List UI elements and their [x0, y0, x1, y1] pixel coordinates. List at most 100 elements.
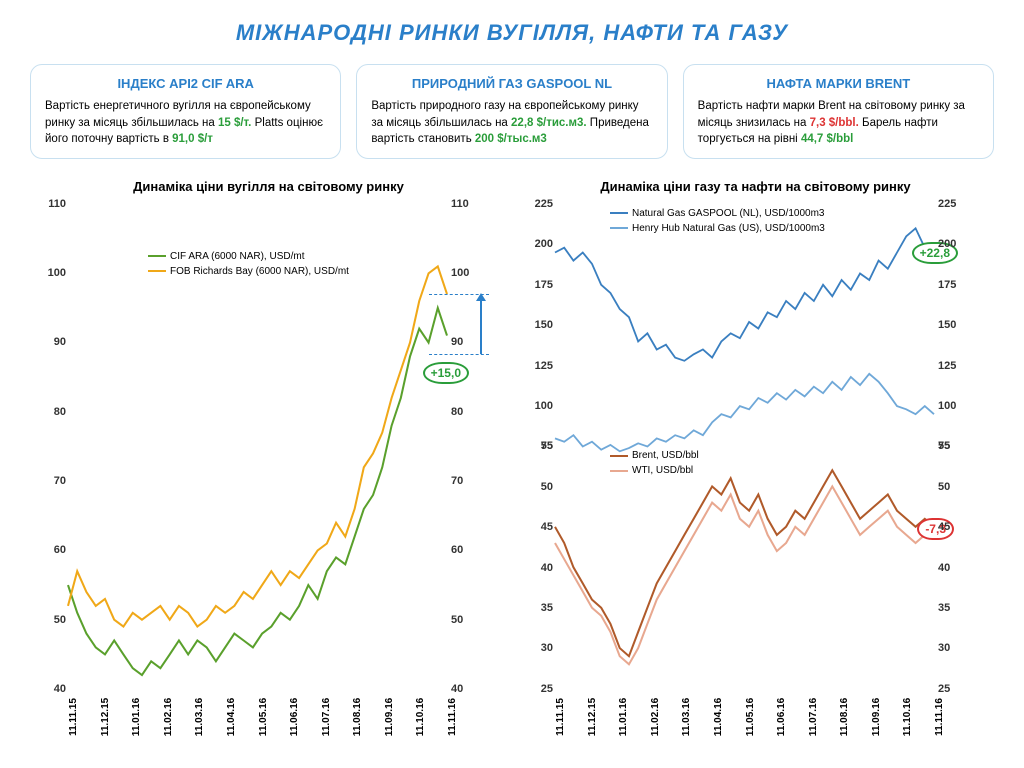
xtick: 11.09.16 [384, 698, 395, 736]
series-line [555, 471, 934, 657]
plot-panel: Natural Gas GASPOOL (NL), USD/1000m3Henr… [555, 204, 934, 447]
card-hl1: 7,3 $/bbl. [810, 117, 859, 129]
ytick: 35 [938, 602, 974, 614]
legend-label: WTI, USD/bbl [632, 463, 693, 478]
ytick: 200 [517, 238, 553, 250]
ytick: 225 [938, 198, 974, 210]
chart-svg [555, 446, 934, 689]
xtick: 11.02.16 [163, 698, 174, 736]
legend-swatch [148, 270, 166, 272]
ytick: 40 [517, 562, 553, 574]
y-axis-left: 405060708090100110 [30, 204, 66, 689]
series-line [555, 374, 934, 452]
legend-swatch [610, 227, 628, 229]
card-coal: ІНДЕКС API2 CIF ARA Вартість енергетично… [30, 64, 341, 159]
legend-item: WTI, USD/bbl [610, 463, 699, 478]
ytick: 30 [517, 642, 553, 654]
card-hl2: 44,7 $/bbl [801, 133, 853, 145]
chart-area: Natural Gas GASPOOL (NL), USD/1000m3Henr… [517, 204, 994, 724]
xtick: 11.08.16 [839, 698, 850, 736]
y-axis-right: 25303540455055 [938, 446, 974, 689]
ytick: 150 [938, 319, 974, 331]
xtick: 11.12.15 [587, 698, 598, 736]
xtick: 11.09.16 [871, 698, 882, 736]
ytick: 30 [938, 642, 974, 654]
legend: Natural Gas GASPOOL (NL), USD/1000m3Henr… [610, 206, 825, 236]
ytick: 125 [938, 360, 974, 372]
legend-label: FOB Richards Bay (6000 NAR), USD/mt [170, 264, 349, 279]
ytick: 90 [451, 336, 487, 348]
x-axis: 11.11.1511.12.1511.01.1611.02.1611.03.16… [555, 689, 934, 724]
xtick: 11.04.16 [226, 698, 237, 736]
series-line [68, 266, 447, 626]
ytick: 80 [451, 406, 487, 418]
ytick: 175 [517, 279, 553, 291]
card-hl2: 200 $/тыс.м3 [475, 133, 547, 145]
ytick: 100 [30, 267, 66, 279]
series-line [555, 487, 934, 665]
xtick: 11.11.16 [934, 698, 945, 736]
series-line [68, 308, 447, 675]
chart-coal-block: Динаміка ціни вугілля на світовому ринку… [30, 179, 507, 724]
card-title: ІНДЕКС API2 CIF ARA [45, 75, 326, 94]
xtick: 11.11.15 [68, 698, 79, 736]
xtick: 11.05.16 [745, 698, 756, 736]
legend-swatch [148, 255, 166, 257]
card-title: ПРИРОДНИЙ ГАЗ GASPOOL NL [371, 75, 652, 94]
chart-area: CIF ARA (6000 NAR), USD/mtFOB Richards B… [30, 204, 507, 724]
legend-item: Brent, USD/bbl [610, 448, 699, 463]
y-axis-right: 405060708090100110 [451, 204, 487, 689]
card-hl1: 22,8 $/тис.м3. [511, 117, 587, 129]
plot-panel: Brent, USD/bblWTI, USD/bbl-7,3 [555, 446, 934, 689]
ytick: 175 [938, 279, 974, 291]
xtick: 11.06.16 [289, 698, 300, 736]
ytick: 60 [30, 544, 66, 556]
ytick: 110 [30, 198, 66, 210]
xtick: 11.02.16 [650, 698, 661, 736]
ytick: 45 [938, 521, 974, 533]
ytick: 90 [30, 336, 66, 348]
xtick: 11.08.16 [352, 698, 363, 736]
legend-item: Henry Hub Natural Gas (US), USD/1000m3 [610, 221, 825, 236]
xtick: 11.07.16 [808, 698, 819, 736]
ytick: 70 [451, 475, 487, 487]
ytick: 25 [938, 683, 974, 695]
ytick: 150 [517, 319, 553, 331]
xtick: 11.01.16 [618, 698, 629, 736]
xtick: 11.10.16 [902, 698, 913, 736]
ytick: 100 [938, 400, 974, 412]
ytick: 110 [451, 198, 487, 210]
card-hl1: 15 $/т. [218, 117, 251, 129]
legend-item: Natural Gas GASPOOL (NL), USD/1000m3 [610, 206, 825, 221]
ytick: 60 [451, 544, 487, 556]
legend-swatch [610, 470, 628, 472]
ytick: 80 [30, 406, 66, 418]
ytick: 125 [517, 360, 553, 372]
ytick: 200 [938, 238, 974, 250]
card-oil: НАФТА МАРКИ BRENT Вартість нафти марки B… [683, 64, 994, 159]
ytick: 40 [938, 562, 974, 574]
legend-swatch [610, 212, 628, 214]
xtick: 11.01.16 [131, 698, 142, 736]
series-line [555, 228, 934, 360]
xtick: 11.07.16 [321, 698, 332, 736]
ytick: 40 [30, 683, 66, 695]
xtick: 11.11.15 [555, 698, 566, 736]
ytick: 70 [30, 475, 66, 487]
ytick: 55 [938, 440, 974, 452]
plot: CIF ARA (6000 NAR), USD/mtFOB Richards B… [68, 204, 447, 689]
card-title: НАФТА МАРКИ BRENT [698, 75, 979, 94]
y-axis-left: 25303540455055 [517, 446, 553, 689]
xtick: 11.03.16 [194, 698, 205, 736]
legend-item: CIF ARA (6000 NAR), USD/mt [148, 249, 349, 264]
ytick: 100 [517, 400, 553, 412]
chart-gas-oil-block: Динаміка ціни газу та нафти на світовому… [517, 179, 994, 724]
ytick: 50 [938, 481, 974, 493]
xtick: 11.11.16 [447, 698, 458, 736]
page-title: МІЖНАРОДНІ РИНКИ ВУГІЛЛЯ, НАФТИ ТА ГАЗУ [30, 20, 994, 46]
chart-title: Динаміка ціни газу та нафти на світовому… [517, 179, 994, 194]
xtick: 11.05.16 [258, 698, 269, 736]
card-hl2: 91,0 $/т [172, 133, 213, 145]
y-axis-left: 75100125150175200225 [517, 204, 553, 447]
charts-row: Динаміка ціни вугілля на світовому ринку… [30, 179, 994, 724]
